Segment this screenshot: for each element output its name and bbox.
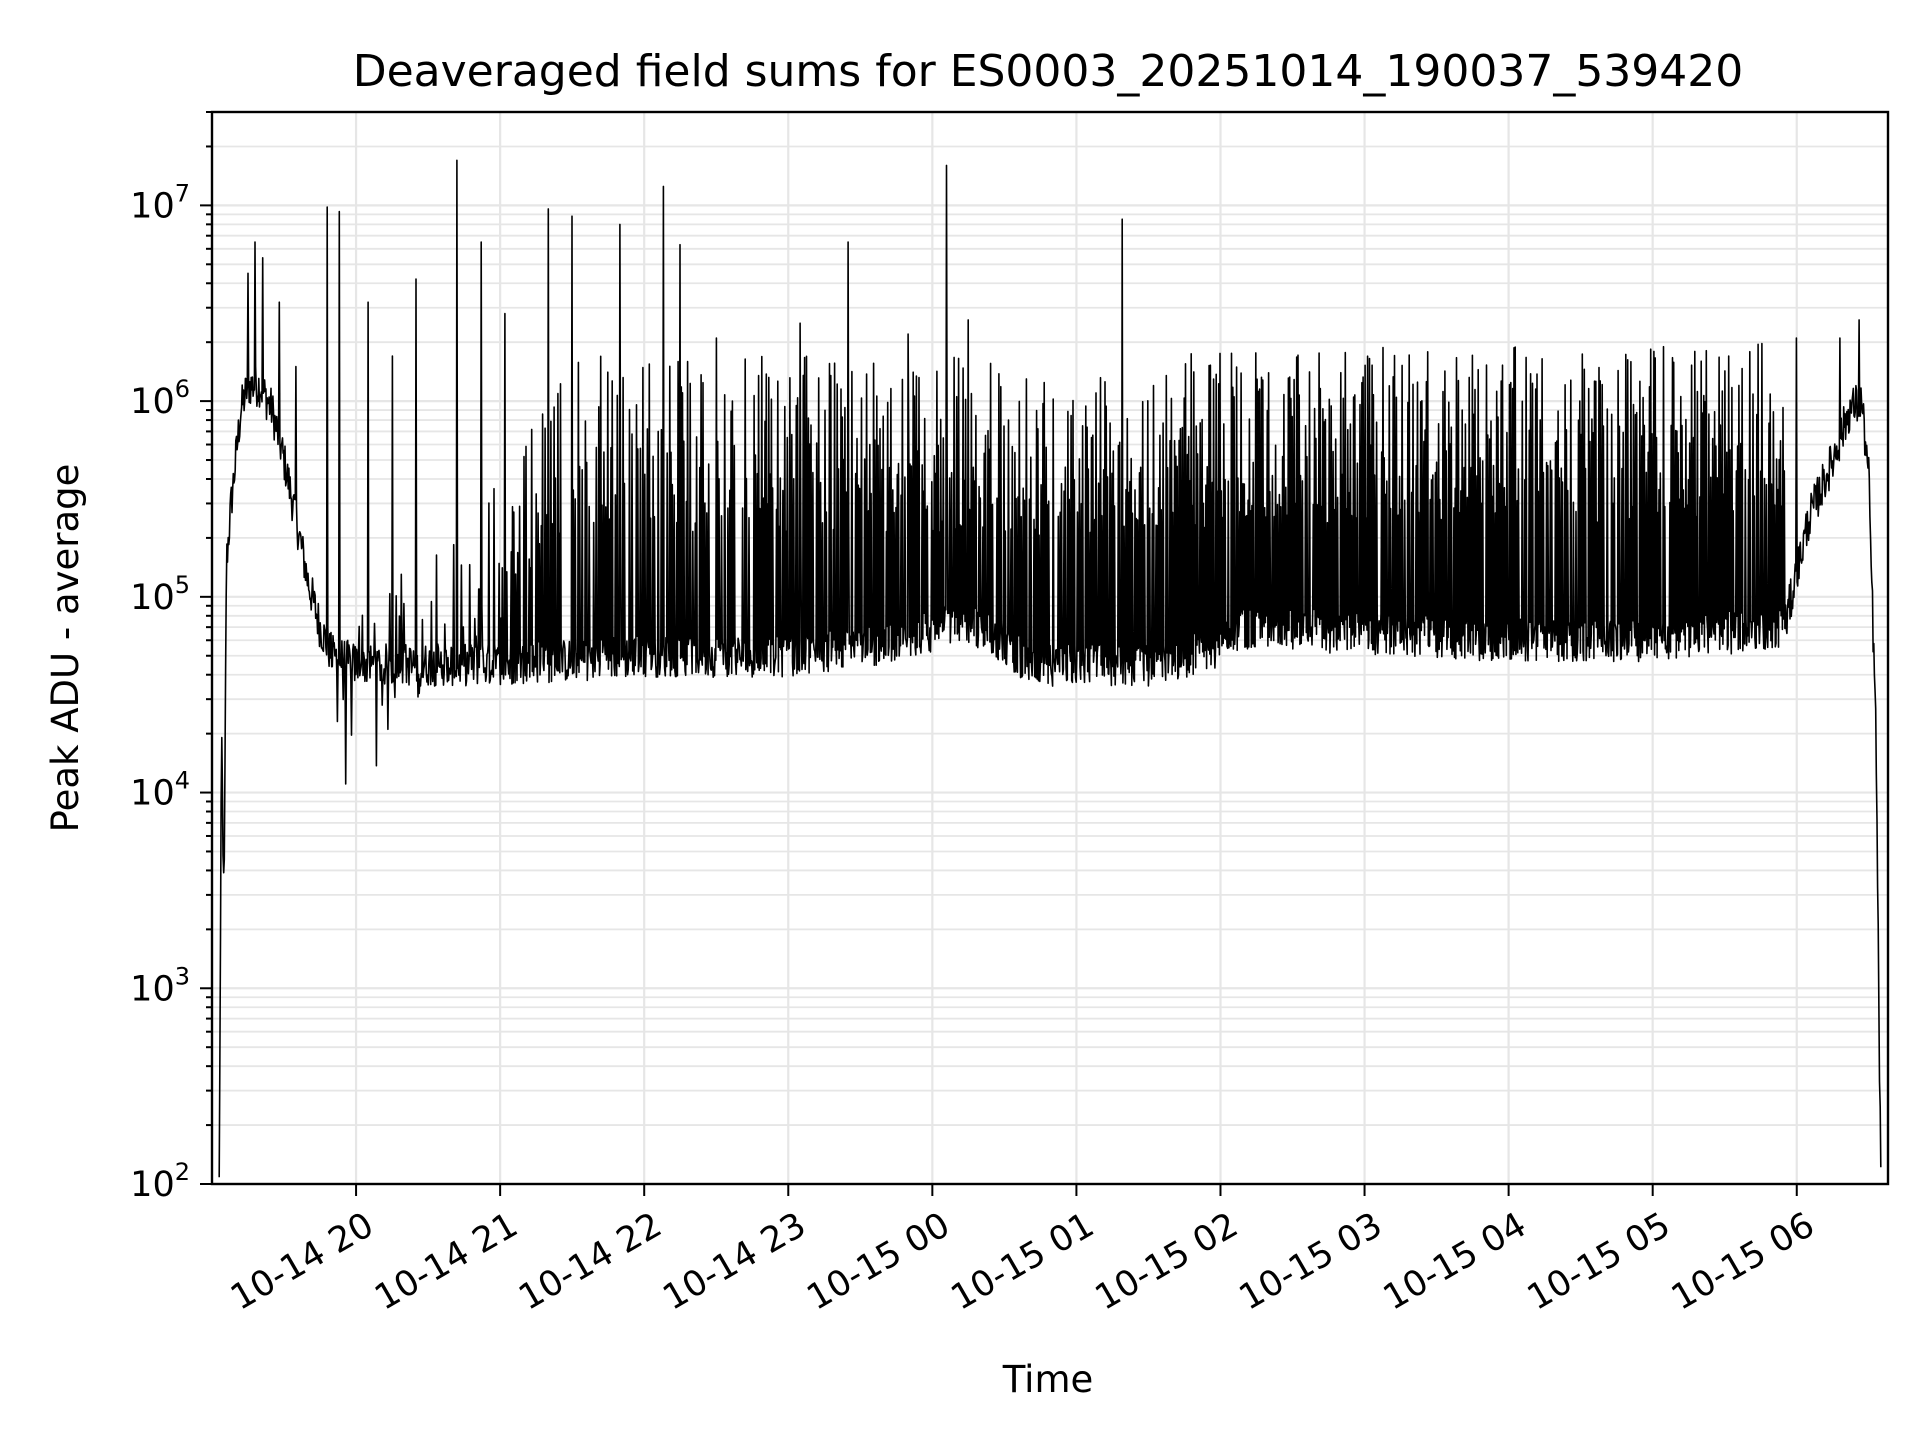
y-axis-label: Peak ADU - average (44, 464, 87, 833)
y-tick-label: 107 (130, 179, 190, 226)
grid (212, 111, 1888, 1186)
y-tick-label: 103 (130, 962, 190, 1009)
y-tick-label: 102 (130, 1158, 190, 1205)
axes-frame (210, 110, 1890, 1186)
plot-area (218, 159, 1882, 1178)
chart-title: Deaveraged field sums for ES0003_2025101… (353, 46, 1744, 97)
series-line (218, 159, 1882, 1178)
y-tick-label: 104 (130, 767, 190, 814)
x-axis-label: Time (1002, 1358, 1094, 1401)
y-tick-label: 106 (130, 375, 190, 422)
y-tick-label: 105 (130, 571, 190, 618)
